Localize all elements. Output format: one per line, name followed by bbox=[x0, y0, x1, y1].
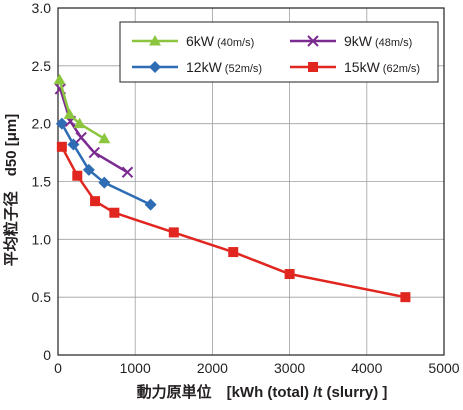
cross-marker bbox=[75, 131, 87, 144]
legend-label: 9kW (48m/s) bbox=[344, 33, 412, 49]
x-tick-label: 4000 bbox=[351, 360, 382, 376]
legend-note: (48m/s) bbox=[375, 37, 412, 49]
legend-note: (40m/s) bbox=[217, 37, 254, 49]
legend: 6kW (40m/s) 9kW (48m/s) 12kW (52m/s) 15kW (62m/… bbox=[119, 21, 439, 83]
square-marker bbox=[308, 62, 318, 72]
legend-entry: 12kW (52m/s) bbox=[132, 59, 262, 75]
legend-label: 6kW (40m/s) bbox=[186, 33, 254, 49]
triangle-marker bbox=[98, 132, 111, 144]
y-tick-label: 0 bbox=[43, 347, 51, 363]
y-tick-label: 2.0 bbox=[32, 116, 52, 132]
diamond-marker bbox=[82, 163, 95, 176]
x-tick-label: 1000 bbox=[120, 360, 151, 376]
legend-box bbox=[119, 21, 439, 83]
triangle-marker bbox=[149, 35, 161, 46]
series-15kW bbox=[56, 141, 411, 303]
axis-layer: 0 1000 2000 3000 4000 5000 0 0.5 1.0 1.5 2.0 2.5 3.0 bbox=[32, 0, 460, 376]
triangle-marker bbox=[73, 117, 86, 129]
square-marker bbox=[56, 141, 67, 152]
series-12kW bbox=[55, 117, 157, 211]
cross-marker bbox=[88, 146, 100, 159]
series-line bbox=[60, 123, 152, 206]
diamond-marker bbox=[149, 61, 161, 73]
cross-marker-stroke bbox=[307, 35, 319, 47]
legend-note: (62m/s) bbox=[383, 63, 420, 75]
y-tick-label: 1.0 bbox=[32, 231, 52, 247]
y-tick-label: 3.0 bbox=[32, 0, 52, 16]
plot-frame bbox=[57, 7, 445, 356]
x-tick-label: 3000 bbox=[274, 360, 305, 376]
y-tick-label: 2.5 bbox=[32, 58, 52, 74]
diamond-marker bbox=[98, 176, 111, 189]
series-6kW bbox=[53, 73, 111, 144]
y-tick-label: 1.5 bbox=[32, 174, 52, 190]
y-axis-title: 平均粒子径 d50 [μm] bbox=[2, 114, 20, 267]
square-marker bbox=[284, 269, 295, 280]
diamond-marker bbox=[55, 117, 68, 130]
cross-marker-stroke bbox=[75, 131, 87, 144]
x-tick-label: 0 bbox=[54, 360, 62, 376]
diamond-marker bbox=[144, 198, 157, 211]
x-axis-title: 動力原単位 [kWh (total) /t (slurry) ] bbox=[137, 383, 388, 401]
square-marker bbox=[109, 207, 120, 218]
series-line bbox=[58, 79, 105, 140]
square-marker bbox=[90, 196, 101, 207]
square-marker bbox=[168, 227, 179, 238]
legend-entry: 6kW (40m/s) bbox=[132, 33, 254, 49]
square-marker bbox=[400, 292, 411, 303]
series-line bbox=[59, 88, 129, 174]
legend-note: (52m/s) bbox=[225, 63, 262, 75]
triangle-marker bbox=[53, 73, 66, 85]
triangle-marker bbox=[63, 108, 76, 119]
x-tick-label: 2000 bbox=[197, 360, 228, 376]
cross-marker-stroke bbox=[54, 83, 67, 95]
cross-marker-stroke bbox=[88, 146, 100, 159]
legend-label: 15kW (62m/s) bbox=[344, 59, 420, 75]
square-marker bbox=[72, 170, 83, 181]
cross-marker-stroke bbox=[121, 166, 134, 178]
x-tick-label: 5000 bbox=[428, 360, 459, 376]
legend-entry: 9kW (48m/s) bbox=[290, 33, 412, 49]
cross-marker bbox=[121, 166, 134, 178]
square-marker bbox=[228, 247, 239, 258]
legend-label: 12kW (52m/s) bbox=[186, 59, 262, 75]
series-layer bbox=[53, 73, 411, 303]
y-tick-label: 0.5 bbox=[32, 289, 52, 305]
cross-marker bbox=[307, 35, 319, 47]
series-line bbox=[60, 146, 406, 299]
legend-entry: 15kW (62m/s) bbox=[290, 59, 420, 75]
